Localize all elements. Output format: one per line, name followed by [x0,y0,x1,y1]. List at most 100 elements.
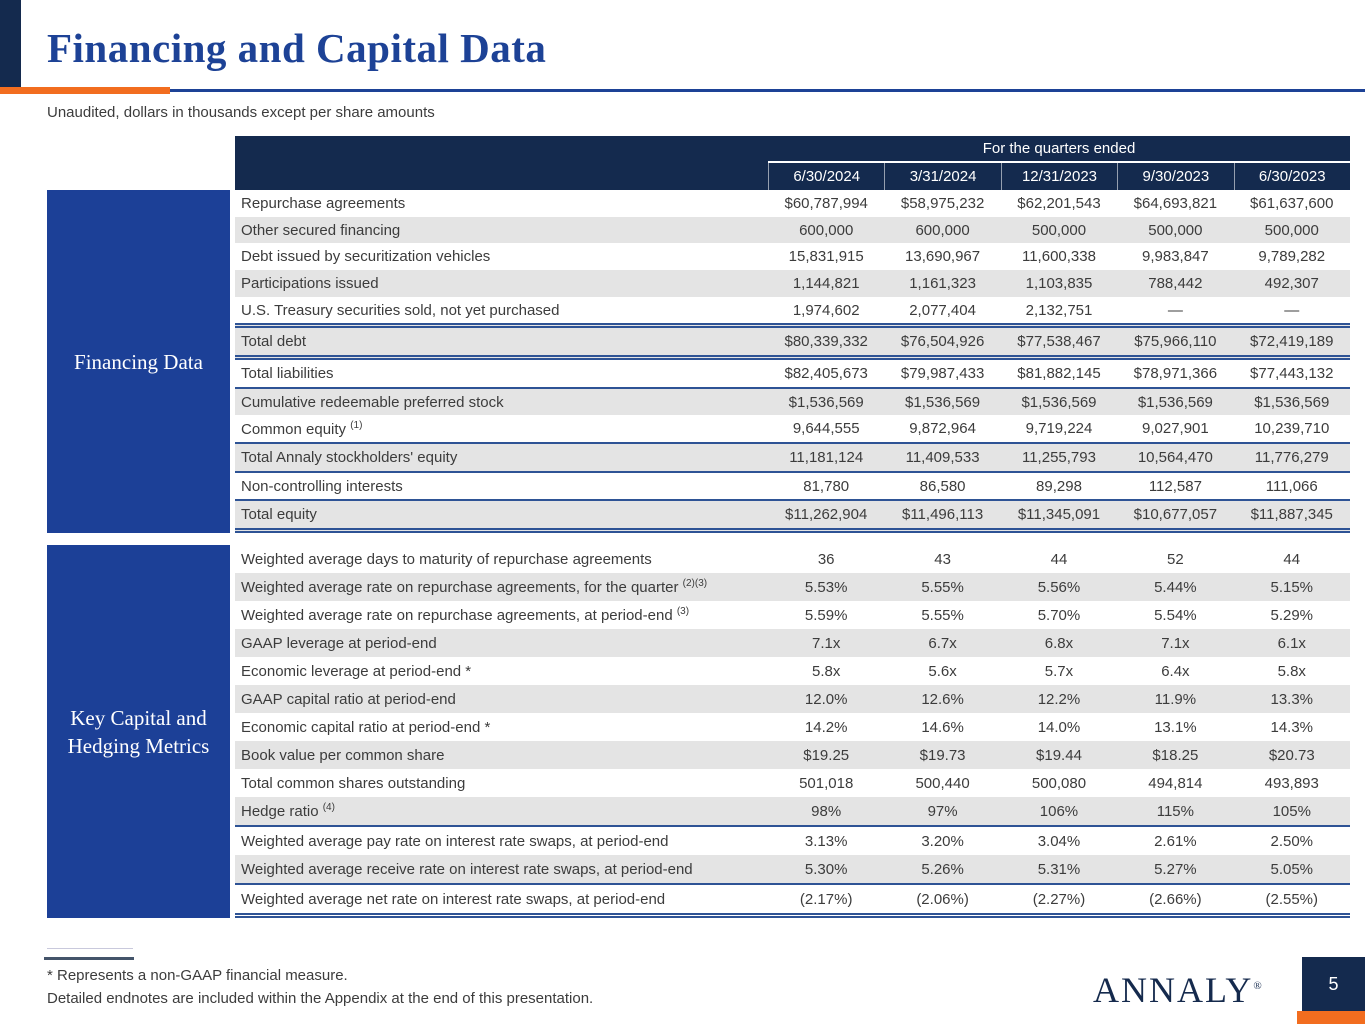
section-label-key-capital-hedging-metrics: Key Capital and Hedging Metrics [47,545,230,918]
cell-value: 500,000 [1148,221,1203,239]
cell-value: 11.9% [1154,690,1197,708]
title-accent-bar [0,0,21,88]
column-headers-row: 6/30/2024 3/31/2024 12/31/2023 9/30/2023 6/3… [235,163,1350,190]
row-label: Book value per common share [241,746,445,764]
cell-value: $80,339,332 [784,333,868,351]
cell-value: (2.06%) [916,890,969,908]
cell-value: 3.04% [1037,832,1081,850]
cell-value: 9,719,224 [1025,420,1093,438]
row-label: Total equity [241,506,317,524]
header-spacer [235,163,768,190]
cell-value: $19.44 [1036,746,1082,764]
cell-value: 36 [817,550,835,568]
footnote-marker: (4) [322,802,335,813]
cell-value: 5.54% [1154,606,1197,624]
footnote-marker: (1) [350,419,363,431]
row-label: Total debt [241,333,307,351]
cell-value: 3.13% [804,832,848,850]
cell-value: 492,307 [1264,274,1319,292]
table-row: Weighted average days to maturity of rep… [235,545,1350,573]
cell-value: 5.26% [921,860,964,878]
cell-value: $18.25 [1152,746,1199,764]
cell-value: $77,443,132 [1250,364,1334,382]
cell-value: $1,536,569 [1137,393,1213,411]
row-label: Weighted average rate on repurchase agre… [241,606,690,624]
row-label: GAAP leverage at period-end [241,634,437,652]
cell-value: $1,536,569 [1021,393,1097,411]
cell-value: — [1284,301,1300,319]
cell-value: 1,974,602 [792,301,860,319]
title-underline-blue [170,89,1365,92]
cell-value: 11,181,124 [789,448,864,466]
cell-value: 112,587 [1148,477,1202,495]
cell-value: 11,255,793 [1021,448,1096,466]
section-label-line: Key Capital and [70,705,207,730]
row-label: Weighted average net rate on interest ra… [241,890,666,908]
cell-value: 500,080 [1031,774,1087,792]
table-row: Economic leverage at period-end * 5.8x 5.6… [235,657,1350,685]
cell-value: 500,000 [1264,221,1319,239]
cell-value: $11,496,113 [901,506,984,524]
cell-value: 14.6% [921,718,964,736]
cell-value: 11,776,279 [1254,448,1329,466]
table-row: Repurchase agreements $60,787,994 $58,975,… [235,190,1350,217]
cell-value: $11,262,904 [785,506,868,524]
cell-value: 5.8x [1277,662,1306,680]
financing-data-rows: Repurchase agreements $60,787,994 $58,975,… [235,190,1350,534]
cell-value: 5.29% [1270,606,1314,624]
cell-value: (2.66%) [1149,890,1202,908]
page-number: 5 [1328,973,1339,994]
cell-value: $19.25 [803,746,850,764]
cell-value: 13.1% [1154,718,1197,736]
cell-value: 10,564,470 [1137,448,1213,466]
cell-value: 44 [1283,550,1301,568]
cell-value: 9,983,847 [1142,248,1209,266]
cell-value: $1,536,569 [788,393,864,411]
cell-value: $11,345,091 [1017,506,1101,524]
cell-value: 98% [811,802,842,820]
column-header-date: 6/30/2023 [1233,163,1350,190]
row-label: Total liabilities [241,364,334,382]
cell-value: 44 [1050,550,1068,568]
cell-value: 111,066 [1265,477,1318,495]
table-row: Common equity (1) 9,644,555 9,872,964 9,719… [235,415,1350,445]
cell-value: 115% [1156,802,1194,820]
footnote-non-gaap: * Represents a non-GAAP financial measur… [47,967,348,984]
table-row: Debt issued by securitization vehicles 15… [235,243,1350,270]
cell-value: 14.0% [1037,718,1081,736]
cell-value: 788,442 [1148,274,1203,292]
row-label: Economic leverage at period-end * [241,662,472,680]
footnote-divider [44,957,134,960]
logo-text: ANNALY [1093,970,1254,1010]
cell-value: 5.7x [1044,662,1074,680]
cell-value: $60,787,994 [784,194,868,212]
row-label: Participations issued [241,274,379,292]
table-row: Hedge ratio (4) 98% 97% 106% 115% 105% [235,797,1350,827]
cell-value: 6.8x [1044,634,1074,652]
subtitle-note: Unaudited, dollars in thousands except p… [47,104,435,121]
cell-value: 52 [1167,550,1184,568]
table-row: Non-controlling interests 81,780 86,580 89,… [235,473,1350,502]
table-row: Weighted average receive rate on interes… [235,855,1350,885]
cell-value: 86,580 [919,477,966,495]
header-spacer [235,136,768,163]
row-label: Repurchase agreements [241,194,406,212]
cell-value: $75,966,110 [1134,333,1217,351]
cell-value: 5.55% [921,606,964,624]
cell-value: $82,405,673 [784,364,868,382]
cell-value: 494,814 [1148,774,1203,792]
cell-value: (2.17%) [799,890,853,908]
cell-value: (2.27%) [1032,890,1086,908]
row-label: Weighted average pay rate on interest ra… [241,832,669,850]
column-header-date: 9/30/2023 [1117,163,1233,190]
cell-value: 9,872,964 [909,420,976,438]
cell-value: $1,536,569 [905,393,981,411]
column-header-date: 6/30/2024 [768,163,884,190]
cell-value: 5.56% [1037,578,1081,596]
cell-value: $78,971,366 [1133,364,1218,382]
cell-value: 5.44% [1154,578,1197,596]
row-label: Weighted average days to maturity of rep… [241,550,652,568]
table-row: Economic capital ratio at period-end * 14… [235,713,1350,741]
table-row: Total liabilities $82,405,673 $79,987,433 $… [235,360,1350,389]
cell-value: 3.20% [921,832,964,850]
